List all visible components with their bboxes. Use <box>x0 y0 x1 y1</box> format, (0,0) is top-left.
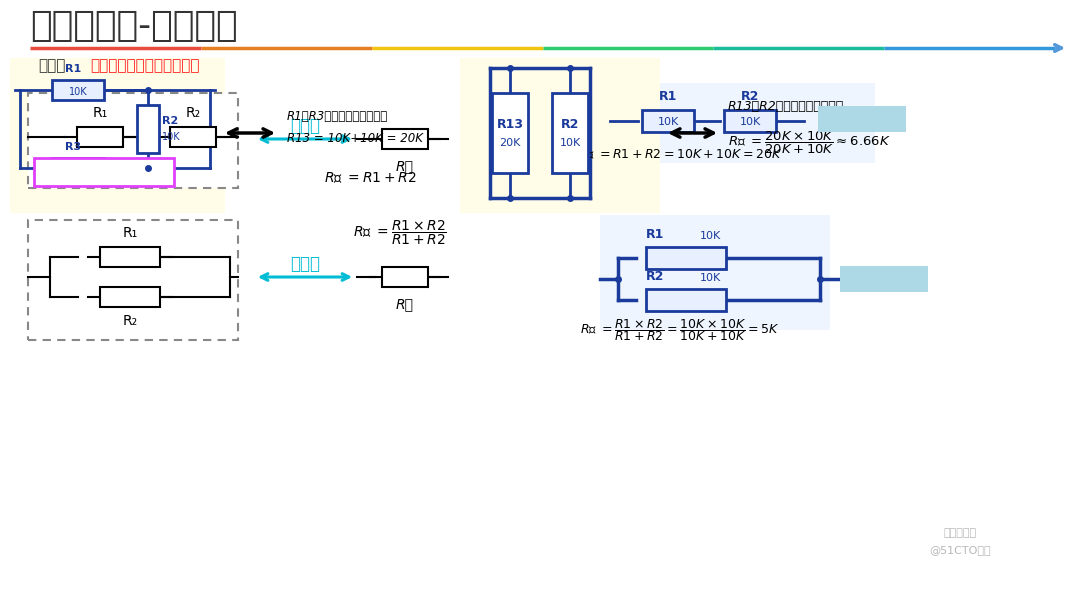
Bar <box>460 58 660 213</box>
Text: 串联变大。: 串联变大。 <box>841 112 883 126</box>
Text: 10K: 10K <box>700 273 721 283</box>
Text: $R$总 $= \dfrac{R1 \times R2}{R1+R2} = \dfrac{10K \times 10K}{10K+10K} = 5K$: $R$总 $= \dfrac{R1 \times R2}{R1+R2} = \d… <box>580 317 780 343</box>
Text: 当成一个整体: 当成一个整体 <box>79 165 130 179</box>
Bar <box>840 266 928 292</box>
Text: 10K: 10K <box>162 132 180 142</box>
Text: R总: R总 <box>396 159 414 173</box>
Text: 电阻串联变大。并联变小。: 电阻串联变大。并联变小。 <box>90 58 200 74</box>
Text: $R$总 $= R1+R2 = 10K+10K = 20K$: $R$总 $= R1+R2 = 10K+10K = 20K$ <box>578 148 782 162</box>
Text: $R$总 $= R1 + R2$: $R$总 $= R1 + R2$ <box>324 171 416 185</box>
Bar <box>382 267 428 287</box>
Text: 电子爱好者: 电子爱好者 <box>944 528 976 538</box>
Bar <box>10 58 225 213</box>
Text: R1: R1 <box>646 228 664 241</box>
Text: R₁: R₁ <box>122 226 137 240</box>
Text: R总: R总 <box>396 297 414 311</box>
Text: R2: R2 <box>741 90 759 103</box>
Text: @51CTO博客: @51CTO博客 <box>929 545 990 555</box>
Text: 10K: 10K <box>700 231 721 241</box>
Bar <box>642 110 694 132</box>
Bar <box>28 93 238 188</box>
Bar <box>100 287 160 307</box>
Text: R₁: R₁ <box>93 106 108 120</box>
Text: 相当于: 相当于 <box>291 255 320 273</box>
Bar <box>818 106 906 132</box>
Text: R2: R2 <box>561 119 579 131</box>
Text: 特性：: 特性： <box>38 58 66 74</box>
Text: R2: R2 <box>162 116 178 126</box>
Bar <box>552 93 588 173</box>
Bar <box>28 220 238 340</box>
Text: $R$总 $= \dfrac{20K \times 10K}{20K+10K} \approx 6.66K$: $R$总 $= \dfrac{20K \times 10K}{20K+10K} … <box>728 130 891 156</box>
Text: R2: R2 <box>646 270 664 283</box>
Bar <box>600 215 831 330</box>
Text: R1: R1 <box>65 64 81 74</box>
Bar <box>724 110 777 132</box>
Text: 电子元器件-》电阻器: 电子元器件-》电阻器 <box>30 9 238 43</box>
Text: 10K: 10K <box>658 117 678 127</box>
Bar <box>646 289 726 311</box>
Text: R1与R3构成串联，合并得：: R1与R3构成串联，合并得： <box>287 109 388 122</box>
Text: 10K: 10K <box>69 165 87 175</box>
Text: 相当于: 相当于 <box>291 117 320 135</box>
Bar <box>382 129 428 149</box>
Bar <box>77 127 123 147</box>
Bar <box>137 105 159 153</box>
Text: R13与R2构成并联，合并得：: R13与R2构成并联，合并得： <box>728 100 845 112</box>
Text: 10K: 10K <box>559 138 581 148</box>
Bar <box>646 247 726 269</box>
Text: 并联变小。: 并联变小。 <box>863 272 905 286</box>
Text: R₂: R₂ <box>186 106 201 120</box>
Text: R3: R3 <box>65 142 81 152</box>
Text: R1: R1 <box>659 90 677 103</box>
Bar <box>605 83 875 163</box>
Bar <box>492 93 528 173</box>
Bar <box>52 80 104 100</box>
Text: 10K: 10K <box>740 117 760 127</box>
Bar <box>170 127 216 147</box>
Bar <box>100 247 160 267</box>
Text: $R$总 $= \dfrac{R1 \times R2}{R1+R2}$: $R$总 $= \dfrac{R1 \times R2}{R1+R2}$ <box>353 219 447 247</box>
Bar <box>52 158 104 178</box>
Text: R13 = 10K+10K = 20K: R13 = 10K+10K = 20K <box>287 131 423 145</box>
Text: 10K: 10K <box>69 87 87 97</box>
Text: R₂: R₂ <box>122 314 137 328</box>
Text: 20K: 20K <box>499 138 521 148</box>
Bar <box>33 158 174 186</box>
Text: R13: R13 <box>497 119 524 131</box>
